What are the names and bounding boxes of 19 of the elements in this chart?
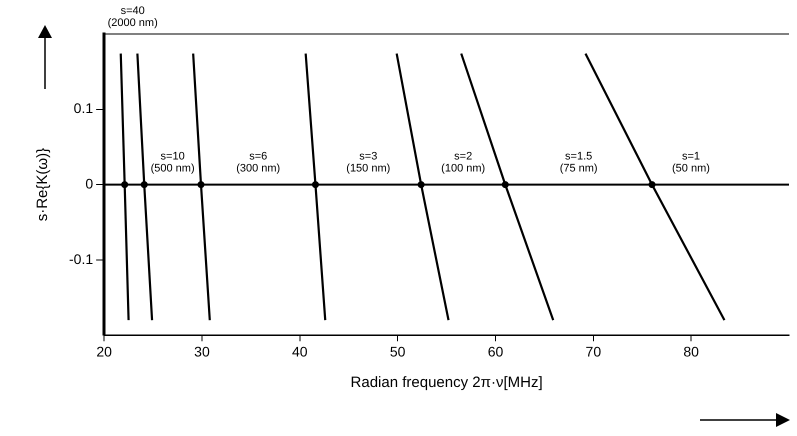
text: s=40 (2000 nm) (108, 5, 158, 30)
annotation: s=3 (150 nm) (346, 150, 390, 175)
x-tick-label: 70 (586, 343, 602, 360)
annotation: s=1.5 (75 nm) (560, 150, 598, 175)
annotation: s=2 (100 nm) (441, 150, 486, 175)
x-tick-label: 30 (194, 343, 210, 360)
x-tick-label: 20 (96, 343, 112, 360)
annotation: s=10 (500 nm) (150, 150, 195, 175)
annotation: s=1 (50 nm) (672, 150, 710, 175)
x-tick-label: 60 (488, 343, 504, 360)
y-tick-label: 0 (85, 175, 94, 192)
x-axis-title: Radian frequency 2π·ν[MHz] (350, 374, 543, 392)
y-tick-label: 0.1 (74, 100, 94, 116)
x-tick-label: 40 (292, 343, 308, 360)
y-tick-label: -0.1 (69, 250, 94, 267)
annotation: s=6 (300 nm) (236, 150, 280, 175)
x-tick-label: 80 (683, 343, 700, 360)
x-tick-label: 50 (390, 343, 406, 360)
y-axis-title: s·Re{K(ω)} (34, 148, 52, 222)
